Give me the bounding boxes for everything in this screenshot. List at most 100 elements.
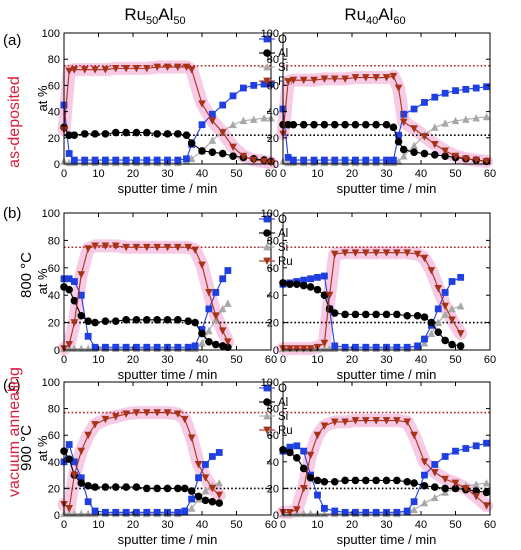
data-point-ru xyxy=(65,504,73,513)
data-point-ru xyxy=(111,413,120,421)
row-label-900c: 900 °C xyxy=(18,425,35,471)
data-point-o xyxy=(341,343,349,351)
data-point-ru xyxy=(320,75,329,83)
data-point-o xyxy=(321,156,328,164)
data-point-al xyxy=(448,340,456,349)
data-point-si xyxy=(260,114,268,122)
y-tick-label: 80 xyxy=(267,235,279,247)
data-point-ru xyxy=(70,66,79,74)
data-point-al xyxy=(212,340,220,349)
data-point-al xyxy=(208,497,217,506)
y-tick-label: 20 xyxy=(267,483,279,495)
x-tick-label: 60 xyxy=(265,354,277,366)
x-tick-label: 10 xyxy=(92,168,104,180)
data-point-si xyxy=(431,493,439,502)
data-point-ru xyxy=(299,485,308,493)
data-point-o xyxy=(153,508,161,516)
x-tick-label: 50 xyxy=(449,519,461,531)
x-tick-label: 60 xyxy=(484,519,496,531)
data-point-al xyxy=(362,476,370,485)
data-point-al xyxy=(101,317,110,326)
data-point-al xyxy=(393,310,401,319)
data-point-al xyxy=(122,483,130,491)
data-point-si xyxy=(239,116,248,125)
data-point-o xyxy=(174,156,182,164)
data-point-al xyxy=(382,476,391,485)
data-point-al xyxy=(441,152,449,160)
data-point-al xyxy=(320,477,329,486)
data-point-o xyxy=(65,275,73,283)
y-tick-label: 40 xyxy=(267,457,279,469)
data-point-ru xyxy=(410,431,418,440)
x-tick-label: 60 xyxy=(265,519,277,531)
data-point-ru xyxy=(132,64,141,73)
data-point-o xyxy=(153,343,161,351)
data-point-o xyxy=(452,87,459,95)
data-point-al xyxy=(372,476,380,485)
data-point-o xyxy=(208,110,216,118)
data-point-ru xyxy=(91,421,99,429)
ru-highlight-band xyxy=(276,414,494,519)
data-point-al xyxy=(394,137,403,146)
data-point-al xyxy=(420,481,429,490)
data-point-si xyxy=(224,299,232,307)
y-tick-label: 0 xyxy=(54,510,60,522)
data-point-o xyxy=(483,439,490,447)
data-point-o xyxy=(81,156,89,164)
data-point-o xyxy=(341,156,349,164)
data-point-o xyxy=(341,508,349,516)
data-point-ru xyxy=(306,345,315,353)
y-tick-label: 0 xyxy=(54,159,60,171)
data-point-al xyxy=(420,313,429,321)
y-tick-label: 0 xyxy=(273,345,279,357)
data-point-ru xyxy=(382,74,391,82)
data-point-ru xyxy=(122,243,130,252)
data-point-si xyxy=(249,115,258,123)
x-tick-label: 0 xyxy=(61,354,67,366)
y-tick-label: 20 xyxy=(48,483,60,495)
data-point-ru xyxy=(163,63,172,72)
data-point-al xyxy=(420,149,429,158)
x-axis-label: sputter time / min xyxy=(337,181,437,196)
data-point-ru xyxy=(382,417,391,425)
y-tick-label: 60 xyxy=(267,430,279,442)
data-point-al xyxy=(163,316,172,324)
y-tick-label: 60 xyxy=(48,263,60,275)
data-point-ru xyxy=(441,302,449,311)
x-tick-label: 50 xyxy=(230,168,242,180)
data-point-o xyxy=(84,498,92,506)
data-point-al xyxy=(372,120,380,129)
data-point-al xyxy=(286,448,294,457)
data-point-o xyxy=(293,442,301,450)
data-point-al xyxy=(215,499,224,507)
data-point-o xyxy=(421,99,428,106)
data-point-o xyxy=(143,508,151,516)
data-point-ru xyxy=(205,289,213,297)
y-tick-label: 20 xyxy=(267,318,279,330)
x-axis-label: sputter time / min xyxy=(118,367,218,382)
data-point-o xyxy=(431,93,439,101)
legend-marker-al xyxy=(263,229,271,237)
data-point-si xyxy=(456,302,465,310)
data-point-si xyxy=(472,480,480,488)
data-point-o xyxy=(289,156,297,164)
data-point-al xyxy=(441,336,449,345)
row-label-800c: 800 °C xyxy=(18,252,35,298)
data-point-o xyxy=(143,156,151,164)
y-tick-label: 60 xyxy=(48,80,60,92)
data-point-ru xyxy=(341,249,349,257)
data-point-al xyxy=(382,310,391,319)
data-point-ru xyxy=(410,125,418,133)
data-point-o xyxy=(102,343,109,351)
data-point-ru xyxy=(260,157,268,166)
data-point-al xyxy=(224,343,232,352)
data-point-si xyxy=(205,326,213,335)
data-point-o xyxy=(240,84,247,92)
data-point-ru xyxy=(180,415,189,424)
data-point-si xyxy=(215,479,224,487)
data-point-ru xyxy=(393,417,401,425)
data-point-o xyxy=(133,343,140,351)
data-point-ru xyxy=(187,434,196,442)
data-point-o xyxy=(310,156,318,164)
plot-frame xyxy=(63,381,272,516)
